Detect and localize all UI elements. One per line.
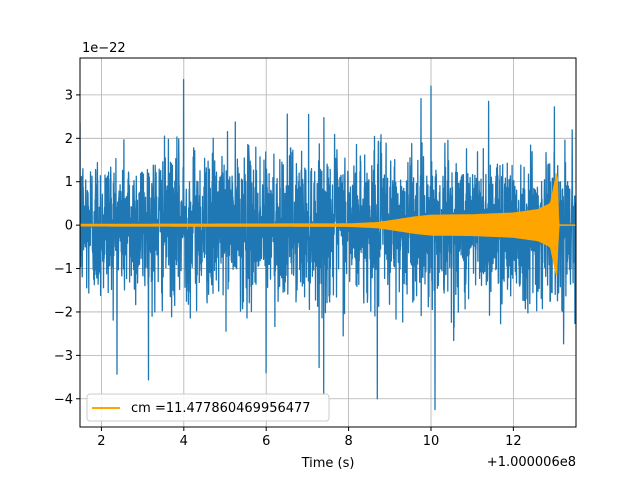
chirp-series (80, 172, 576, 276)
x-tick-label: 4 (180, 434, 188, 449)
y-tick-label: 2 (65, 132, 73, 147)
x-tick-label: 12 (505, 434, 522, 449)
y-tick-label: −3 (54, 349, 73, 364)
x-axis-label: Time (s) (301, 456, 355, 471)
legend: cm =11.477860469956477 (86, 393, 330, 422)
x-tick-label: 6 (262, 434, 270, 449)
y-tick-label: 3 (65, 88, 73, 103)
legend-label: cm =11.477860469956477 (131, 401, 311, 416)
legend-box (86, 393, 330, 422)
x-tick-label: 8 (344, 434, 352, 449)
x-tick-label: 2 (97, 434, 105, 449)
y-scale-label: 1e−22 (82, 41, 126, 56)
y-tick-label: 0 (65, 219, 73, 234)
chirp-envelope (80, 172, 560, 276)
y-tick-label: −2 (54, 305, 73, 320)
x-tick-label: 10 (423, 434, 440, 449)
y-tick-label: −1 (54, 262, 73, 277)
y-tick-label: 1 (65, 175, 73, 190)
x-offset-label: +1.000006e8 (487, 455, 576, 470)
plot-frame (79, 57, 577, 428)
chirp-min-spike (555, 225, 559, 269)
y-tick-label: −4 (54, 392, 73, 407)
